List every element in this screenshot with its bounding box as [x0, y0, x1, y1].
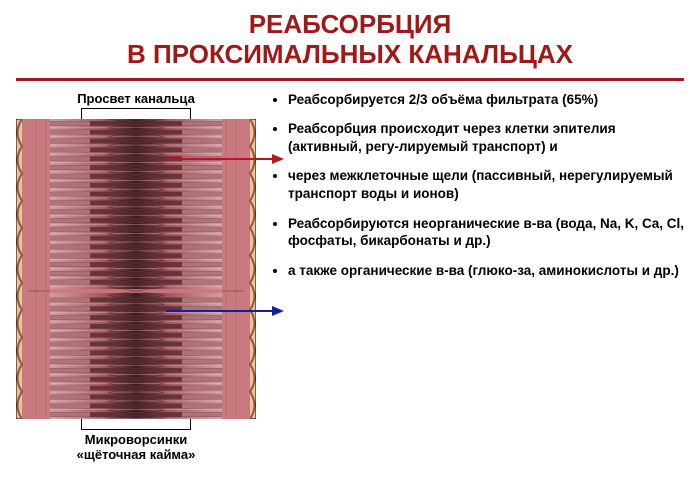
- tubule-diagram: [16, 119, 256, 419]
- left-panel: Просвет канальца Микроворсинки «щёточная…: [16, 91, 256, 463]
- microvilli-label-2: «щёточная кайма»: [16, 447, 256, 463]
- content-row: Просвет канальца Микроворсинки «щёточная…: [16, 91, 684, 463]
- page-title: РЕАБСОРБЦИЯ В ПРОКСИМАЛЬНЫХ КАНАЛЬЦАХ: [16, 10, 684, 70]
- title-line-1: РЕАБСОРБЦИЯ: [16, 10, 684, 40]
- bracket-top: [81, 108, 191, 119]
- bullet-item: а также органические в-ва (глюко-за, ами…: [288, 262, 684, 280]
- title-line-2: В ПРОКСИМАЛЬНЫХ КАНАЛЬЦАХ: [16, 40, 684, 70]
- microvilli-label: Микроворсинки «щёточная кайма»: [16, 432, 256, 463]
- title-rule: [16, 78, 684, 81]
- bullet-list: Реабсорбируется 2/3 объёма фильтрата (65…: [270, 91, 684, 279]
- bullet-item: Реабсорбируются неорганические в-ва (вод…: [288, 215, 684, 250]
- bracket-bottom: [81, 419, 191, 430]
- lumen-label: Просвет канальца: [16, 91, 256, 106]
- right-panel: Реабсорбируется 2/3 объёма фильтрата (65…: [270, 91, 684, 463]
- tubule-svg: [16, 119, 256, 419]
- bullet-item: через межклеточные щели (пассивный, нере…: [288, 167, 684, 202]
- bullet-item: Реабсорбируется 2/3 объёма фильтрата (65…: [288, 91, 684, 109]
- microvilli-label-1: Микроворсинки: [16, 432, 256, 448]
- bullet-item: Реабсорбция происходит через клетки эпит…: [288, 120, 684, 155]
